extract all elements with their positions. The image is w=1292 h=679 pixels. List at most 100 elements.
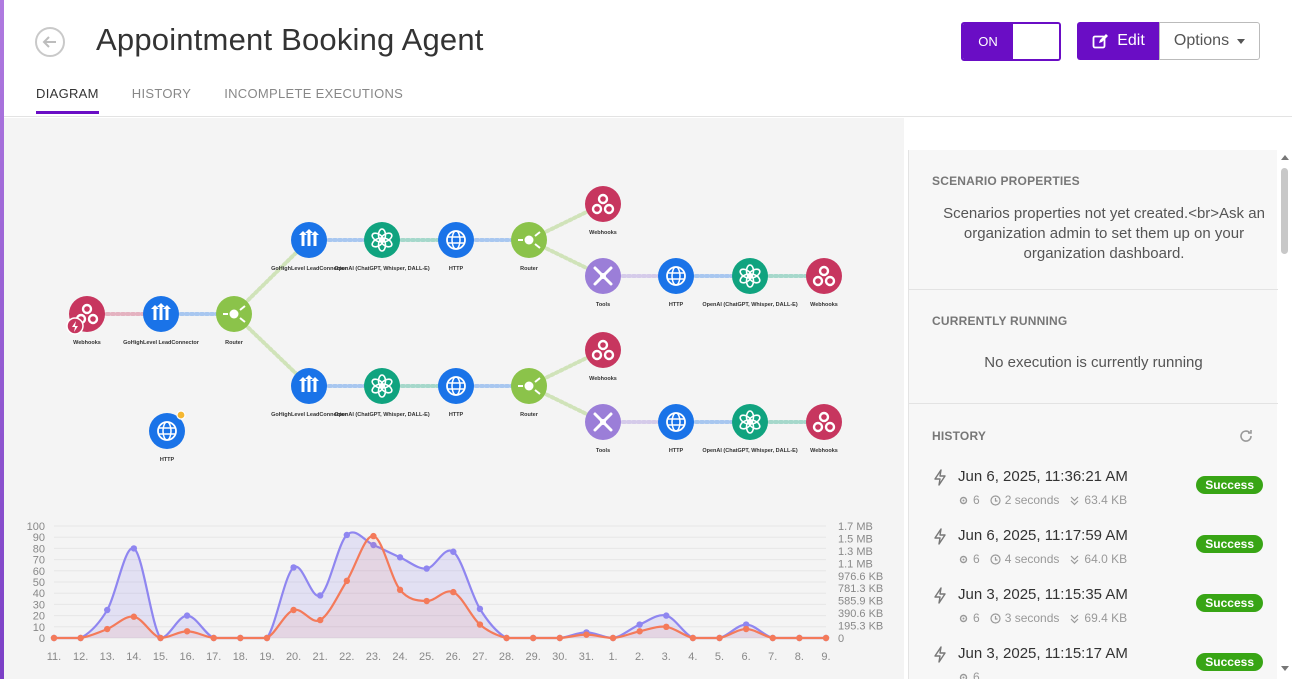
chart-point[interactable] xyxy=(742,621,750,628)
diagram-node[interactable]: GoHighLevel LeadConnector xyxy=(123,296,200,346)
chart-point[interactable] xyxy=(130,613,138,620)
chart-point[interactable] xyxy=(529,634,537,642)
diagram-node[interactable]: Webhooks xyxy=(585,186,621,236)
diagram-node[interactable]: OpenAI (ChatGPT, Whisper, DALL-E) xyxy=(702,404,798,454)
chart-y-tick-label: 100 xyxy=(27,521,45,533)
diagram-node[interactable]: Router xyxy=(216,296,252,346)
chart-point[interactable] xyxy=(396,586,404,594)
chart-point[interactable] xyxy=(663,612,670,619)
data-size-icon xyxy=(1070,614,1079,623)
chart-point[interactable] xyxy=(423,565,430,572)
chart-point[interactable] xyxy=(636,621,643,628)
chart-point[interactable] xyxy=(476,605,484,613)
chart-point[interactable] xyxy=(370,532,377,540)
diagram-node[interactable]: GoHighLevel LeadConnector xyxy=(271,222,348,272)
chart-point[interactable] xyxy=(183,628,191,635)
chart-x-tick-label: 16. xyxy=(179,651,194,663)
tab-history[interactable]: HISTORY xyxy=(131,86,192,101)
divider xyxy=(909,403,1278,404)
chart-point[interactable] xyxy=(450,588,457,596)
diagram-node[interactable]: Webhooks xyxy=(806,404,842,454)
chart-point[interactable] xyxy=(370,541,377,549)
scroll-down-icon[interactable] xyxy=(1280,665,1290,673)
diagram-node[interactable]: OpenAI (ChatGPT, Whisper, DALL-E) xyxy=(702,258,798,308)
chart-point[interactable] xyxy=(796,634,803,642)
diagram-node[interactable]: OpenAI (ChatGPT, Whisper, DALL-E) xyxy=(334,222,430,272)
chart-point[interactable] xyxy=(716,634,723,642)
chart-series-area xyxy=(54,536,826,638)
diagram-node[interactable]: HTTP xyxy=(658,258,694,308)
chart-point[interactable] xyxy=(104,606,111,614)
chart-point[interactable] xyxy=(822,634,830,642)
chart-point[interactable] xyxy=(290,564,297,571)
chart-point[interactable] xyxy=(769,634,776,642)
scenario-on-toggle[interactable]: ON xyxy=(961,22,1061,61)
chart-point[interactable] xyxy=(423,597,430,605)
chart-point[interactable] xyxy=(583,631,590,638)
chart-point[interactable] xyxy=(104,625,111,633)
chart-y2-tick-label: 195.3 KB xyxy=(838,621,883,633)
diagram-node[interactable]: Router xyxy=(511,222,547,272)
chart-point[interactable] xyxy=(237,634,244,642)
diagram-node[interactable]: GoHighLevel LeadConnector xyxy=(271,368,348,418)
caret-down-icon xyxy=(1237,38,1246,44)
diagram-node[interactable]: HTTP xyxy=(149,413,185,463)
diagram-node[interactable]: Webhooks xyxy=(585,332,621,382)
history-ops: 6 xyxy=(973,552,980,566)
diagram-node-label: Router xyxy=(520,266,539,272)
chart-point[interactable] xyxy=(609,634,617,642)
diagram-node[interactable]: HTTP xyxy=(658,404,694,454)
chart-point[interactable] xyxy=(77,634,84,642)
scroll-thumb[interactable] xyxy=(1281,168,1288,254)
chart-point[interactable] xyxy=(290,606,297,614)
history-item[interactable]: Jun 6, 2025, 11:17:59 AM 6 4 seconds 64.0 … xyxy=(933,527,1263,583)
tab-incomplete-executions[interactable]: INCOMPLETE EXECUTIONS xyxy=(224,86,404,101)
chart-point[interactable] xyxy=(263,634,271,642)
clock-icon xyxy=(990,553,1001,565)
chart-point[interactable] xyxy=(210,634,217,642)
chart-point[interactable] xyxy=(503,634,510,642)
scroll-up-icon[interactable] xyxy=(1280,153,1290,161)
chart-point[interactable] xyxy=(476,621,484,628)
diagram-node[interactable]: Webhooks xyxy=(806,258,842,308)
chart-point[interactable] xyxy=(157,634,164,642)
chart-point[interactable] xyxy=(556,634,563,642)
diagram-node[interactable]: HTTP xyxy=(438,222,474,272)
diagram-node[interactable]: OpenAI (ChatGPT, Whisper, DALL-E) xyxy=(334,368,430,418)
chart-point[interactable] xyxy=(317,592,324,599)
page-header: Appointment Booking Agent ON Edit Option… xyxy=(4,0,1292,117)
edit-button[interactable]: Edit xyxy=(1077,22,1160,60)
chart-point[interactable] xyxy=(130,545,138,552)
chart-point[interactable] xyxy=(396,554,404,561)
chart-point[interactable] xyxy=(663,623,670,630)
refresh-icon[interactable] xyxy=(1239,429,1253,443)
tab-diagram[interactable]: DIAGRAM xyxy=(36,86,99,114)
currently-running-text: No execution is currently running xyxy=(984,354,1203,371)
options-dropdown-button[interactable]: Options xyxy=(1159,22,1260,60)
chart-x-tick-label: 15. xyxy=(153,651,168,663)
chart-point[interactable] xyxy=(742,625,750,633)
diagram-node[interactable]: Router xyxy=(511,368,547,418)
diagram-node[interactable]: Tools xyxy=(585,258,621,308)
diagram-node-label: GoHighLevel LeadConnector xyxy=(271,266,348,272)
chart-x-tick-label: 6. xyxy=(742,651,751,663)
scenario-diagram-canvas[interactable]: Webhooks GoHighLevel LeadConnector Router G… xyxy=(4,118,904,679)
chart-point[interactable] xyxy=(317,616,324,624)
history-item[interactable]: Jun 3, 2025, 11:15:35 AM 6 3 seconds 69.4 … xyxy=(933,586,1263,642)
diagram-node[interactable]: HTTP xyxy=(438,368,474,418)
chart-point[interactable] xyxy=(636,628,643,635)
history-item[interactable]: Jun 3, 2025, 11:15:17 AM 6 Success xyxy=(933,645,1263,679)
diagram-node-label: Webhooks xyxy=(589,230,617,236)
sidebar-scrollbar[interactable] xyxy=(1278,150,1292,679)
diagram-node[interactable]: Tools xyxy=(585,404,621,454)
chart-point[interactable] xyxy=(343,531,351,539)
chart-point[interactable] xyxy=(183,612,191,619)
chart-point[interactable] xyxy=(450,548,457,555)
back-arrow-button[interactable] xyxy=(35,27,65,57)
history-item[interactable]: Jun 6, 2025, 11:36:21 AM 6 2 seconds 63.4 … xyxy=(933,468,1263,524)
chart-point[interactable] xyxy=(689,634,697,642)
chart-point[interactable] xyxy=(50,634,58,642)
chart-point[interactable] xyxy=(343,577,351,585)
diagram-node-label: Router xyxy=(225,340,244,346)
